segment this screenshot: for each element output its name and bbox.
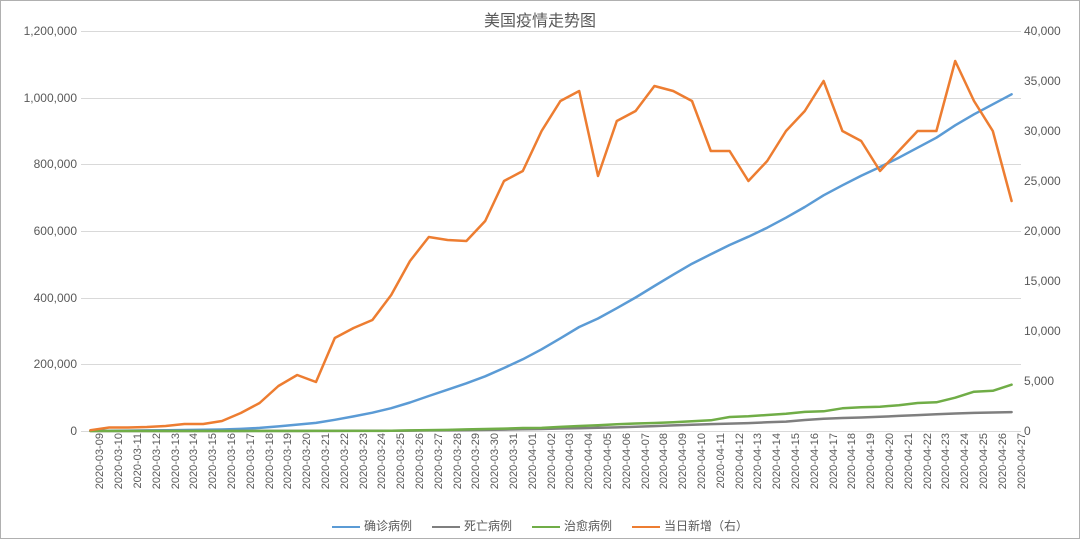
y-left-tick-label: 1,200,000 <box>1 24 77 38</box>
x-tick-label: 2020-04-17 <box>828 433 840 489</box>
x-tick-label: 2020-03-24 <box>376 433 388 489</box>
x-tick-label: 2020-03-12 <box>151 433 163 489</box>
x-tick-label: 2020-04-06 <box>621 433 633 489</box>
x-tick-label: 2020-03-26 <box>414 433 426 489</box>
y-axis-right-labels: 05,00010,00015,00020,00025,00030,00035,0… <box>1024 31 1079 431</box>
x-tick-label: 2020-04-26 <box>997 433 1009 489</box>
plot-area <box>81 31 1021 431</box>
chart-title: 美国疫情走势图 <box>1 7 1079 31</box>
line-series-svg <box>81 31 1021 431</box>
y-right-tick-label: 10,000 <box>1024 324 1079 338</box>
x-tick-label: 2020-03-19 <box>282 433 294 489</box>
x-tick-label: 2020-04-04 <box>583 433 595 489</box>
y-right-tick-label: 35,000 <box>1024 74 1079 88</box>
x-tick-label: 2020-03-20 <box>301 433 313 489</box>
x-tick-label: 2020-03-27 <box>433 433 445 489</box>
x-tick-label: 2020-03-09 <box>94 433 106 489</box>
x-tick-label: 2020-03-10 <box>113 433 125 489</box>
y-right-tick-label: 20,000 <box>1024 224 1079 238</box>
series-line <box>90 61 1011 430</box>
x-tick-label: 2020-04-22 <box>922 433 934 489</box>
legend-label: 当日新增（右） <box>664 519 748 533</box>
x-tick-label: 2020-04-09 <box>677 433 689 489</box>
x-tick-label: 2020-04-15 <box>790 433 802 489</box>
x-tick-label: 2020-03-30 <box>489 433 501 489</box>
y-left-tick-label: 800,000 <box>1 157 77 171</box>
legend: 确诊病例 死亡病例 治愈病例 当日新增（右） <box>1 517 1079 534</box>
x-tick-label: 2020-03-21 <box>320 433 332 489</box>
y-left-tick-label: 0 <box>1 424 77 438</box>
x-tick-label: 2020-03-15 <box>207 433 219 489</box>
legend-label: 死亡病例 <box>464 519 512 533</box>
y-left-tick-label: 1,000,000 <box>1 91 77 105</box>
x-tick-label: 2020-03-28 <box>452 433 464 489</box>
x-tick-label: 2020-03-23 <box>358 433 370 489</box>
x-tick-label: 2020-04-27 <box>1016 433 1028 489</box>
x-tick-label: 2020-03-18 <box>264 433 276 489</box>
legend-label: 治愈病例 <box>564 519 612 533</box>
x-tick-label: 2020-04-21 <box>903 433 915 489</box>
x-tick-label: 2020-04-23 <box>940 433 952 489</box>
x-tick-label: 2020-04-13 <box>752 433 764 489</box>
x-tick-label: 2020-04-08 <box>658 433 670 489</box>
x-tick-label: 2020-04-07 <box>640 433 652 489</box>
legend-swatch <box>632 526 660 528</box>
x-tick-label: 2020-04-12 <box>734 433 746 489</box>
x-tick-label: 2020-04-02 <box>546 433 558 489</box>
y-right-tick-label: 0 <box>1024 424 1079 438</box>
legend-item: 治愈病例 <box>532 517 612 534</box>
x-tick-label: 2020-03-16 <box>226 433 238 489</box>
x-tick-label: 2020-03-13 <box>170 433 182 489</box>
legend-swatch <box>532 526 560 528</box>
x-tick-label: 2020-04-24 <box>959 433 971 489</box>
x-tick-label: 2020-04-18 <box>846 433 858 489</box>
legend-item: 死亡病例 <box>432 517 512 534</box>
x-tick-label: 2020-03-22 <box>339 433 351 489</box>
x-tick-label: 2020-03-25 <box>395 433 407 489</box>
x-tick-label: 2020-04-11 <box>715 433 727 488</box>
legend-swatch <box>432 526 460 528</box>
x-tick-label: 2020-04-10 <box>696 433 708 489</box>
x-tick-label: 2020-04-25 <box>978 433 990 489</box>
x-tick-label: 2020-04-14 <box>771 433 783 489</box>
x-tick-label: 2020-04-03 <box>564 433 576 489</box>
x-tick-label: 2020-04-05 <box>602 433 614 489</box>
series-line <box>90 94 1011 431</box>
x-tick-label: 2020-04-16 <box>809 433 821 489</box>
y-axis-left-labels: 0200,000400,000600,000800,0001,000,0001,… <box>1 31 77 431</box>
series-line <box>90 385 1011 431</box>
x-axis-labels: 2020-03-09 2020-03-10 2020-03-11 2020-03-12… <box>81 433 1021 513</box>
y-left-tick-label: 600,000 <box>1 224 77 238</box>
x-tick-label: 2020-04-19 <box>865 433 877 489</box>
x-tick-label: 2020-03-29 <box>470 433 482 489</box>
y-right-tick-label: 40,000 <box>1024 24 1079 38</box>
y-left-tick-label: 200,000 <box>1 357 77 371</box>
y-right-tick-label: 15,000 <box>1024 274 1079 288</box>
y-left-tick-label: 400,000 <box>1 291 77 305</box>
y-right-tick-label: 30,000 <box>1024 124 1079 138</box>
x-tick-label: 2020-03-17 <box>245 433 257 489</box>
y-right-tick-label: 25,000 <box>1024 174 1079 188</box>
legend-item: 当日新增（右） <box>632 517 748 534</box>
x-tick-label: 2020-03-14 <box>188 433 200 489</box>
y-right-tick-label: 5,000 <box>1024 374 1079 388</box>
x-tick-label: 2020-04-20 <box>884 433 896 489</box>
x-tick-label: 2020-03-31 <box>508 433 520 489</box>
legend-swatch <box>332 526 360 528</box>
x-tick-label: 2020-03-11 <box>132 433 144 488</box>
x-tick-label: 2020-04-01 <box>527 433 539 489</box>
legend-item: 确诊病例 <box>332 517 412 534</box>
legend-label: 确诊病例 <box>364 519 412 533</box>
chart-container: 美国疫情走势图 0 200,000 400,000 600,000 800,000 1,0… <box>0 0 1080 539</box>
